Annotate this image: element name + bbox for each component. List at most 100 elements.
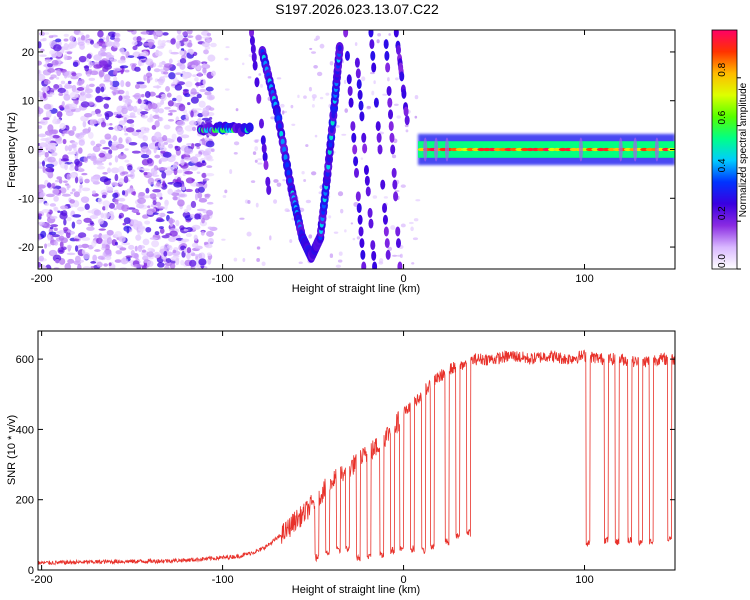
noise-speckle <box>92 145 101 153</box>
noise-speckle <box>123 95 131 100</box>
noise-speckle <box>163 71 169 75</box>
noise-speckle <box>250 180 256 183</box>
noise-speckle <box>126 119 135 124</box>
noise-speckle <box>38 125 43 130</box>
noise-speckle <box>201 61 208 65</box>
noise-speckle <box>190 165 199 171</box>
noise-speckle <box>391 154 397 159</box>
colorbar-tick-label: 0.2 <box>717 206 728 220</box>
noise-speckle <box>114 230 123 238</box>
noise-speckle <box>195 34 202 41</box>
noise-speckle <box>69 35 75 42</box>
noise-speckle <box>70 163 75 168</box>
noise-speckle <box>131 150 141 154</box>
noise-speckle <box>95 143 102 147</box>
noise-speckle <box>66 216 72 222</box>
noise-speckle <box>53 44 62 52</box>
noise-speckle <box>164 265 170 269</box>
noise-speckle <box>146 260 154 267</box>
noise-speckle <box>61 101 65 107</box>
noise-speckle <box>73 146 77 152</box>
signal-blob <box>260 135 266 146</box>
noise-speckle <box>159 62 163 68</box>
noise-speckle <box>138 59 142 67</box>
spectrogram-x-label: Height of straight line (km) <box>292 283 420 295</box>
noise-speckle <box>164 170 173 176</box>
signal-blob <box>373 97 379 108</box>
noise-speckle <box>183 228 189 232</box>
noise-speckle <box>194 193 199 201</box>
noise-speckle <box>113 207 117 211</box>
signal-blob <box>277 123 282 130</box>
noise-speckle <box>100 212 104 219</box>
noise-speckle <box>184 93 191 98</box>
noise-speckle <box>111 80 120 88</box>
noise-speckle <box>335 264 342 268</box>
noise-speckle <box>39 54 47 58</box>
noise-speckle <box>93 43 100 48</box>
noise-speckle <box>152 85 162 89</box>
noise-speckle <box>273 179 279 183</box>
noise-speckle <box>51 129 59 135</box>
noise-speckle <box>142 135 148 142</box>
noise-speckle <box>63 38 69 42</box>
noise-speckle <box>199 88 206 93</box>
noise-speckle <box>47 156 56 163</box>
signal-blob <box>359 238 365 249</box>
noise-speckle <box>90 176 99 183</box>
spectrogram-x-ticks: -200 -100 0 100 <box>31 30 594 285</box>
noise-speckle <box>257 162 263 165</box>
noise-speckle <box>74 176 79 184</box>
noise-speckle <box>114 32 120 37</box>
noise-speckle <box>221 238 226 241</box>
noise-speckle <box>148 142 157 150</box>
noise-speckle <box>44 202 49 206</box>
signal-blob <box>263 160 269 171</box>
noise-speckle <box>176 30 182 35</box>
noise-speckle <box>273 199 278 204</box>
noise-speckle <box>170 51 180 55</box>
noise-speckle <box>79 184 83 189</box>
noise-speckle <box>161 235 170 239</box>
noise-speckle <box>194 77 199 82</box>
noise-speckle <box>85 84 90 92</box>
y-tick-label: 0 <box>28 565 34 577</box>
noise-speckle <box>206 165 213 169</box>
x-tick-label: -200 <box>31 574 53 586</box>
noise-speckle <box>104 206 109 211</box>
noise-speckle <box>162 135 168 142</box>
noise-speckle <box>75 150 79 156</box>
noise-speckle <box>64 163 68 171</box>
noise-speckle <box>74 158 80 166</box>
noise-speckle <box>91 110 96 116</box>
noise-speckle <box>77 41 85 46</box>
noise-speckle <box>149 237 158 240</box>
noise-speckle <box>88 60 93 68</box>
noise-speckle <box>168 58 173 64</box>
noise-speckle <box>289 239 293 243</box>
noise-speckle <box>100 234 110 239</box>
noise-speckle <box>280 103 285 108</box>
noise-speckle <box>166 211 174 214</box>
noise-speckle <box>146 210 154 215</box>
signal-blob <box>380 179 386 190</box>
noise-speckle <box>193 234 198 241</box>
noise-speckle <box>53 227 58 232</box>
noise-speckle <box>204 91 212 96</box>
noise-speckle <box>42 117 50 120</box>
noise-speckle <box>344 229 347 233</box>
noise-speckle <box>80 101 90 108</box>
noise-speckle <box>39 192 46 197</box>
signal-blob <box>372 261 378 269</box>
noise-speckle <box>77 244 83 249</box>
noise-speckle <box>191 64 197 68</box>
noise-speckle <box>78 176 84 183</box>
noise-speckle <box>137 197 147 204</box>
noise-speckle <box>178 193 188 198</box>
noise-speckle <box>177 169 183 174</box>
noise-speckle <box>77 263 82 269</box>
noise-speckle <box>276 182 282 187</box>
noise-speckle <box>100 121 107 128</box>
signal-blob <box>384 238 390 249</box>
noise-speckle <box>55 179 60 183</box>
